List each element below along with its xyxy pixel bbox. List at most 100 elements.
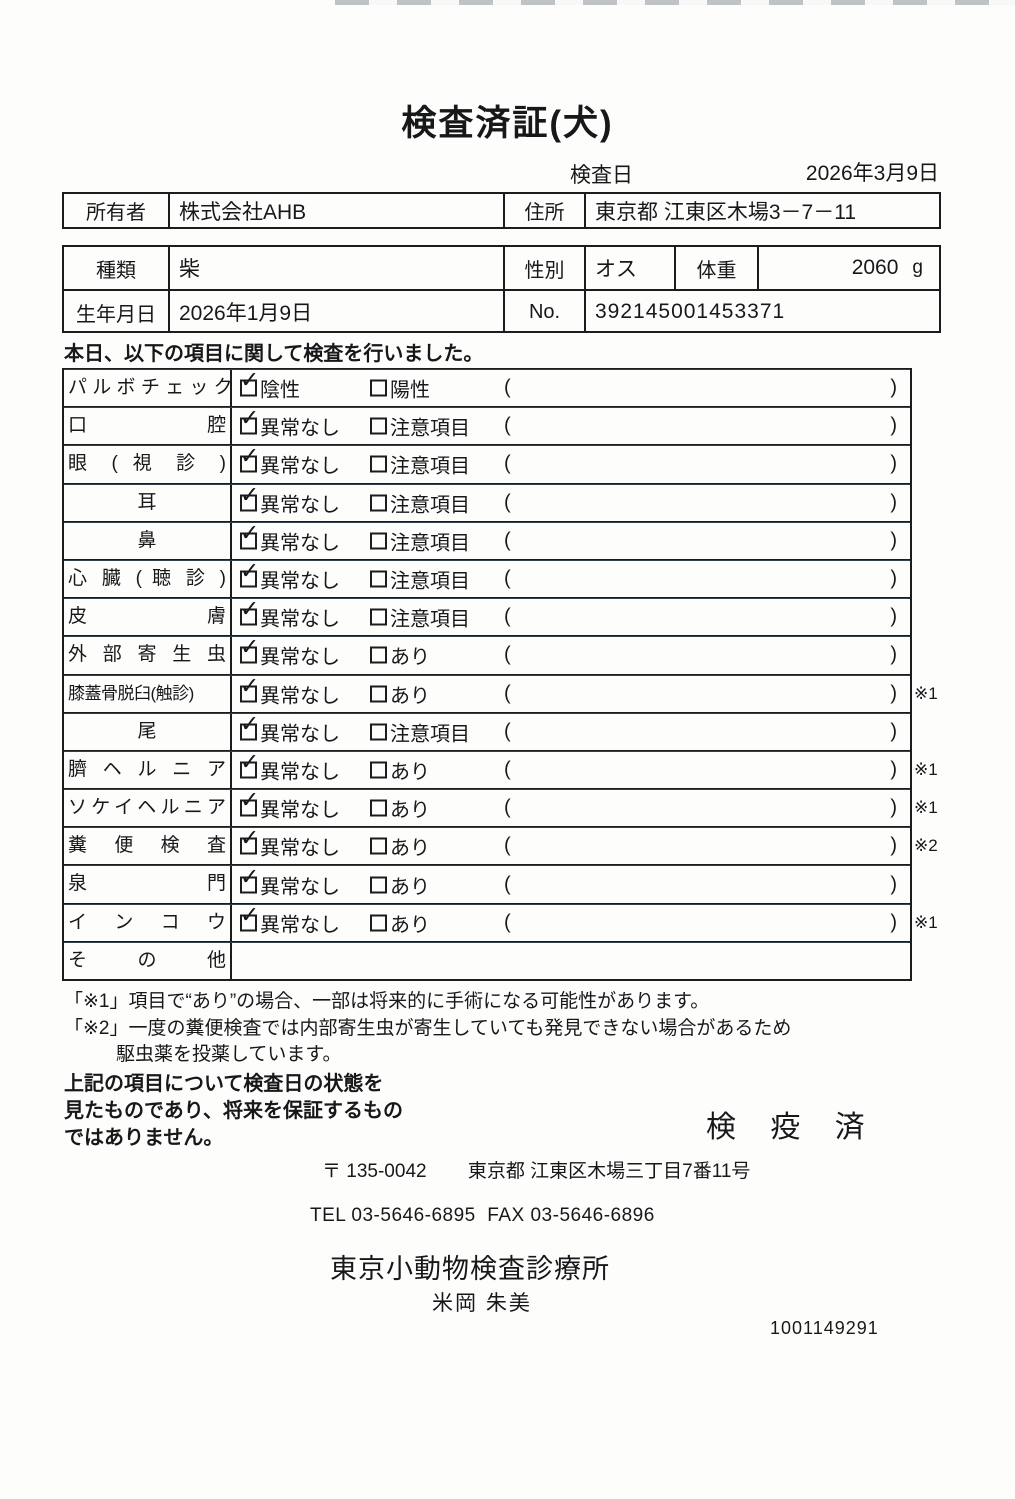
checkbox-icon[interactable]: [370, 914, 387, 932]
checkbox-icon[interactable]: ✓: [240, 865, 259, 894]
checkbox-icon[interactable]: [370, 837, 387, 855]
check-icon: ✓: [240, 519, 260, 546]
paren-close: ): [890, 376, 897, 399]
check-icon: ✓: [240, 748, 260, 775]
checkbox-icon[interactable]: ✓: [240, 521, 259, 550]
option-label: 注意項目: [390, 608, 470, 631]
inspection-date-label: 検査日: [570, 164, 633, 187]
exam-table-row: 膝蓋骨脱臼(触診) ✓ 異常なし あり ( ) ※1: [64, 674, 938, 714]
exam-row-content: ✓ 異常なし あり ( ): [232, 635, 910, 673]
exam-item-label: 心 臓 ( 聴 診 ): [64, 560, 232, 598]
checkbox-icon[interactable]: [370, 761, 387, 779]
checkbox-icon[interactable]: [370, 417, 387, 435]
option-label: 注意項目: [390, 455, 470, 478]
paren-open: (: [504, 414, 511, 437]
exam-row-content: ✓ 異常なし 注意項目 ( ): [232, 597, 910, 635]
sex-label: 性別: [505, 247, 586, 289]
exam-option-1: ✓ 異常なし: [240, 483, 340, 517]
exam-item-label: 眼 ( 視 診 ): [64, 446, 232, 483]
checkbox-icon[interactable]: ✓: [240, 750, 259, 779]
checkbox-icon[interactable]: ✓: [240, 597, 259, 626]
option-label: あり: [390, 685, 430, 708]
checkbox-icon[interactable]: [370, 799, 387, 817]
checkbox-icon[interactable]: [370, 570, 387, 588]
checkbox-icon[interactable]: [370, 723, 387, 741]
checkbox-icon[interactable]: ✓: [240, 368, 259, 397]
exam-table-row: 糞 便 検 査 ✓ 異常なし あり ( ) ※2: [64, 826, 938, 867]
quarantine-stamp: 検 疫 済: [706, 1111, 878, 1144]
check-icon: ✓: [240, 824, 260, 851]
exam-item-label: 口 腔: [64, 408, 232, 445]
intro-text: 本日、以下の項目に関して検査を行いました。: [64, 343, 484, 365]
checkbox-icon[interactable]: ✓: [240, 712, 259, 741]
exam-option-1: ✓ 異常なし: [240, 559, 340, 594]
exam-table-row: そ の 他: [64, 942, 910, 979]
exam-item-label: パ ル ボ チ ェ ッ ク: [64, 370, 232, 407]
exam-row-content: ✓ 異常なし あり ( ): [232, 826, 910, 864]
disclaimer-line-2: 見たものであり、将来を保証するもの: [64, 1100, 403, 1122]
paren-close: ): [890, 720, 897, 743]
exam-row-content: ✓ 異常なし あり ( ): [232, 674, 910, 712]
checkbox-icon[interactable]: ✓: [240, 444, 259, 473]
exam-table-row: 眼 ( 視 診 ) ✓ 異常なし 注意項目 ( ): [64, 444, 910, 485]
paren-open: (: [504, 758, 511, 781]
paren-close: ): [890, 491, 897, 514]
footnote-ref: ※1: [914, 912, 938, 932]
paren-close: ): [890, 911, 897, 934]
paren-open: (: [504, 529, 511, 552]
checkbox-icon[interactable]: [370, 608, 387, 626]
exam-option-1: ✓ 異常なし: [240, 406, 340, 441]
checkbox-icon[interactable]: [370, 379, 387, 397]
checkbox-icon[interactable]: ✓: [240, 406, 259, 435]
paren-close: ): [890, 796, 897, 819]
paren-close: ): [890, 758, 897, 781]
exam-item-label: 皮 膚: [64, 599, 232, 636]
exam-table-row: 臍 ヘ ル ニ ア ✓ 異常なし あり ( ) ※1: [64, 750, 938, 791]
exam-option-1: ✓ 異常なし: [240, 712, 340, 746]
checkbox-icon[interactable]: ✓: [240, 635, 259, 664]
exam-row-content: ✓ 異常なし 注意項目 ( ): [232, 521, 910, 559]
checkbox-icon[interactable]: [370, 685, 387, 703]
tel-fax-line: TEL 03-5646-6895 FAX 03-5646-6896: [310, 1205, 655, 1226]
checkbox-icon[interactable]: ✓: [240, 788, 259, 817]
checkbox-icon[interactable]: [370, 532, 387, 550]
checkbox-icon[interactable]: ✓: [240, 826, 259, 855]
checkbox-icon[interactable]: [370, 494, 387, 512]
checkbox-icon[interactable]: [370, 455, 387, 473]
exam-item-label: そ の 他: [64, 942, 232, 979]
exam-row-content: ✓ 陰性 陽性 ( ): [232, 368, 910, 406]
checkbox-icon[interactable]: [370, 646, 387, 664]
exam-option-2: 注意項目: [370, 603, 470, 632]
exam-row-content: ✓ 異常なし 注意項目 ( ): [232, 559, 910, 597]
sex-value: オス: [586, 247, 676, 289]
checkbox-icon[interactable]: ✓: [240, 483, 259, 512]
info-row-birth: 生年月日 2026年1月9日 No. 392145001453371: [64, 291, 939, 333]
checkbox-icon[interactable]: ✓: [240, 674, 259, 703]
page-title: 検査済証(犬): [401, 104, 614, 143]
checkbox-icon[interactable]: ✓: [240, 903, 259, 932]
option-label: あり: [390, 646, 430, 669]
exam-option-1: ✓ 異常なし: [240, 865, 340, 899]
checkbox-icon[interactable]: ✓: [240, 559, 259, 588]
examiner-name: 米岡 朱美: [432, 1292, 532, 1315]
exam-item-label: 外 部 寄 生 虫: [64, 637, 232, 674]
checkbox-icon[interactable]: [370, 876, 387, 894]
paren-open: (: [504, 491, 511, 514]
exam-table-row: 外 部 寄 生 虫 ✓ 異常なし あり ( ): [64, 635, 910, 676]
option-label: 注意項目: [390, 494, 470, 517]
option-label: 異常なし: [260, 837, 340, 860]
clinic-address-line: 〒 135-0042 東京都 江東区木場三丁目7番11号: [322, 1156, 750, 1183]
exam-option-1: ✓ 異常なし: [240, 674, 340, 708]
exam-row-content: ✓ 異常なし あり ( ): [232, 750, 910, 788]
address-value: 東京都 江東区木場3－7－11: [595, 200, 856, 224]
exam-item-label: 尾: [64, 713, 232, 750]
dog-info-table: 種類 柴 性別 オス 体重 2060 g 生年月日 2026年1月9日 No. …: [62, 245, 941, 333]
exam-item-label: 臍 ヘ ル ニ ア: [64, 751, 232, 789]
option-label: 異常なし: [260, 417, 340, 440]
paren-close: ): [890, 873, 897, 896]
weight-value: 2060: [851, 256, 899, 279]
option-label: 異常なし: [260, 723, 340, 746]
paren-close: ): [890, 643, 897, 666]
option-label: あり: [390, 914, 430, 937]
